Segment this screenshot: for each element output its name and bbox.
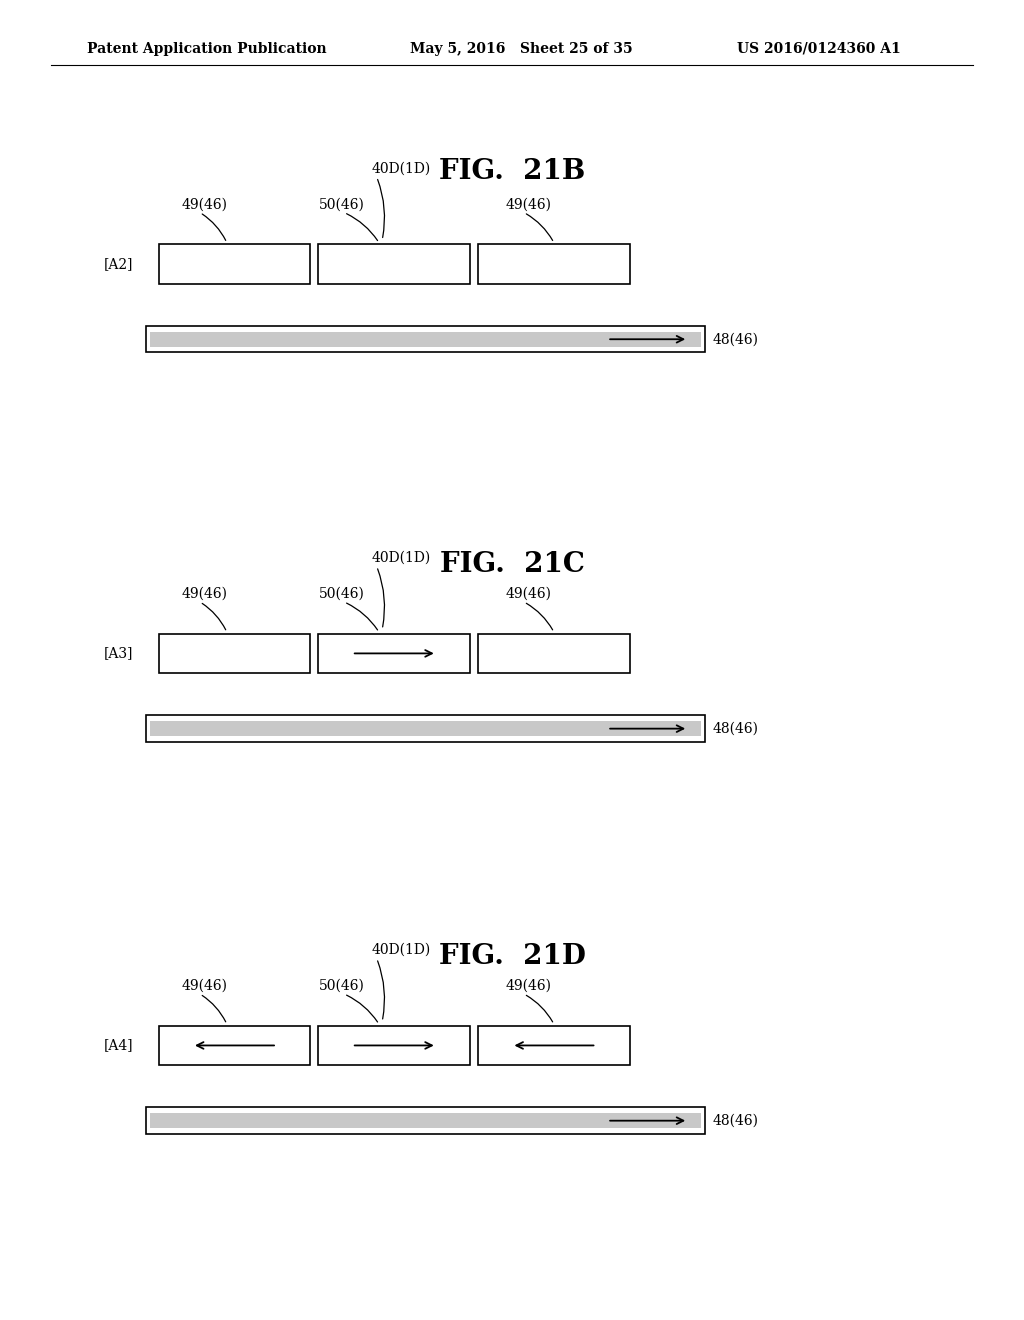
Text: 49(46): 49(46) bbox=[181, 978, 227, 993]
Text: 49(46): 49(46) bbox=[181, 197, 227, 211]
Bar bbox=[146, 1107, 705, 1134]
Text: May 5, 2016   Sheet 25 of 35: May 5, 2016 Sheet 25 of 35 bbox=[410, 42, 632, 55]
Bar bbox=[146, 326, 705, 352]
Text: 48(46): 48(46) bbox=[713, 1114, 759, 1127]
Text: 40D(1D): 40D(1D) bbox=[372, 161, 431, 176]
Bar bbox=[478, 634, 630, 673]
Bar bbox=[318, 244, 470, 284]
Bar bbox=[150, 1113, 701, 1129]
Bar bbox=[146, 715, 705, 742]
Text: 50(46): 50(46) bbox=[318, 197, 365, 211]
Text: 50(46): 50(46) bbox=[318, 978, 365, 993]
Text: 48(46): 48(46) bbox=[713, 333, 759, 346]
Text: FIG.  21D: FIG. 21D bbox=[438, 944, 586, 970]
Text: FIG.  21C: FIG. 21C bbox=[439, 552, 585, 578]
Text: 49(46): 49(46) bbox=[506, 586, 552, 601]
Text: [A3]: [A3] bbox=[103, 647, 133, 660]
Text: [A2]: [A2] bbox=[103, 257, 133, 271]
Text: 50(46): 50(46) bbox=[318, 586, 365, 601]
Text: 40D(1D): 40D(1D) bbox=[372, 550, 431, 565]
Text: [A4]: [A4] bbox=[103, 1039, 133, 1052]
Bar bbox=[159, 634, 310, 673]
Bar bbox=[478, 1026, 630, 1065]
Bar bbox=[150, 721, 701, 737]
Bar bbox=[318, 1026, 470, 1065]
Text: 48(46): 48(46) bbox=[713, 722, 759, 735]
Text: Patent Application Publication: Patent Application Publication bbox=[87, 42, 327, 55]
Text: US 2016/0124360 A1: US 2016/0124360 A1 bbox=[737, 42, 901, 55]
Bar bbox=[150, 331, 701, 347]
Bar bbox=[318, 634, 470, 673]
Bar bbox=[159, 244, 310, 284]
Text: FIG.  21B: FIG. 21B bbox=[439, 158, 585, 185]
Text: 49(46): 49(46) bbox=[506, 197, 552, 211]
Text: 49(46): 49(46) bbox=[506, 978, 552, 993]
Bar bbox=[478, 244, 630, 284]
Text: 49(46): 49(46) bbox=[181, 586, 227, 601]
Bar bbox=[159, 1026, 310, 1065]
Text: 40D(1D): 40D(1D) bbox=[372, 942, 431, 957]
